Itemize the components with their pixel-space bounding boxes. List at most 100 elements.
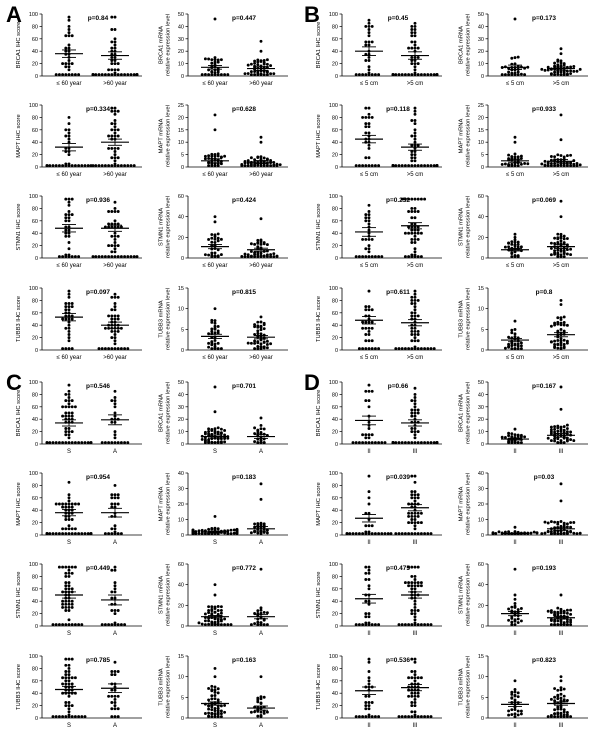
data-point <box>246 63 250 67</box>
data-point <box>513 530 517 534</box>
data-point <box>410 408 414 412</box>
y-tick-label: 20 <box>178 502 184 508</box>
data-point <box>519 619 523 623</box>
data-point <box>232 531 236 535</box>
data-point <box>413 493 417 497</box>
data-point <box>216 440 220 444</box>
data-point <box>513 17 517 21</box>
data-point <box>507 345 511 349</box>
y-tick-label: 0 <box>181 165 184 171</box>
data-point <box>235 531 239 534</box>
data-point <box>265 157 269 161</box>
data-point <box>113 15 117 19</box>
data-point <box>370 532 374 536</box>
data-point <box>367 308 371 312</box>
data-point <box>513 240 517 244</box>
data-point <box>367 28 371 31</box>
data-point <box>110 55 114 59</box>
data-point <box>423 715 427 719</box>
data-point <box>357 441 361 445</box>
y-tick-label: 40 <box>178 392 184 398</box>
data-point <box>516 245 520 249</box>
data-point <box>367 156 371 160</box>
data-point <box>370 623 374 627</box>
data-point <box>410 253 414 257</box>
data-point <box>357 532 361 536</box>
data-point <box>559 255 563 259</box>
data-point <box>110 317 114 321</box>
x-category-label: ≤ 5 cm <box>506 172 524 178</box>
data-point <box>213 321 217 325</box>
data-point <box>507 245 511 249</box>
y-tick-label: 20 <box>32 153 38 159</box>
data-point <box>253 426 257 430</box>
data-point <box>416 164 420 168</box>
data-point <box>216 605 220 608</box>
data-point <box>243 160 247 163</box>
data-point <box>435 73 439 77</box>
data-point <box>494 532 498 535</box>
data-point <box>370 326 374 330</box>
data-point <box>569 525 573 529</box>
data-point <box>113 396 117 399</box>
data-point <box>413 24 417 28</box>
data-point <box>70 255 74 259</box>
y-tick-label: 40 <box>178 215 184 221</box>
data-point <box>510 331 514 335</box>
data-point <box>569 253 573 257</box>
data-point <box>556 623 560 627</box>
data-point <box>213 17 217 21</box>
data-point <box>113 496 117 500</box>
data-point <box>262 441 266 445</box>
data-point <box>262 254 266 258</box>
data-point <box>216 60 220 64</box>
data-point <box>113 436 117 440</box>
data-point <box>210 233 214 236</box>
data-point <box>403 73 407 77</box>
data-point <box>513 135 517 139</box>
y-tick-label: 10 <box>178 62 184 68</box>
data-point <box>57 441 61 445</box>
data-point <box>210 320 214 324</box>
data-point <box>64 704 68 708</box>
data-point <box>559 70 563 74</box>
y-tick-label: 5 <box>481 153 484 159</box>
data-point <box>213 347 217 351</box>
data-point <box>370 164 374 168</box>
data-point <box>77 532 81 536</box>
data-point <box>400 197 404 201</box>
data-point <box>559 298 563 302</box>
x-category-label: ≤ 60 year <box>57 263 82 269</box>
data-point <box>543 159 547 163</box>
x-category-label: >60 year <box>103 263 127 269</box>
y-tick-label: 0 <box>481 348 484 354</box>
data-point <box>400 441 404 445</box>
data-point <box>123 255 127 259</box>
data-point <box>256 63 260 67</box>
data-point <box>256 331 260 335</box>
x-category-label: ≤ 60 year <box>203 263 228 269</box>
data-point <box>249 156 253 160</box>
data-point <box>67 493 71 497</box>
p-value: p=0.772 <box>232 565 256 572</box>
data-point <box>67 137 71 141</box>
data-point <box>513 623 517 627</box>
data-point <box>213 623 217 627</box>
y-tick-label: 0 <box>335 74 338 80</box>
data-point <box>240 255 244 258</box>
data-point <box>73 441 77 445</box>
data-point <box>513 597 517 601</box>
data-point <box>216 715 220 719</box>
data-point <box>426 623 430 627</box>
data-point <box>419 164 423 168</box>
data-point <box>507 70 511 74</box>
data-point <box>559 699 563 703</box>
p-value: p=0.8 <box>536 289 553 296</box>
data-point <box>435 441 439 445</box>
data-point <box>559 73 563 77</box>
data-point <box>410 153 414 157</box>
y-tick-label: 0 <box>181 348 184 354</box>
data-point <box>113 433 117 437</box>
data-point <box>410 206 414 210</box>
